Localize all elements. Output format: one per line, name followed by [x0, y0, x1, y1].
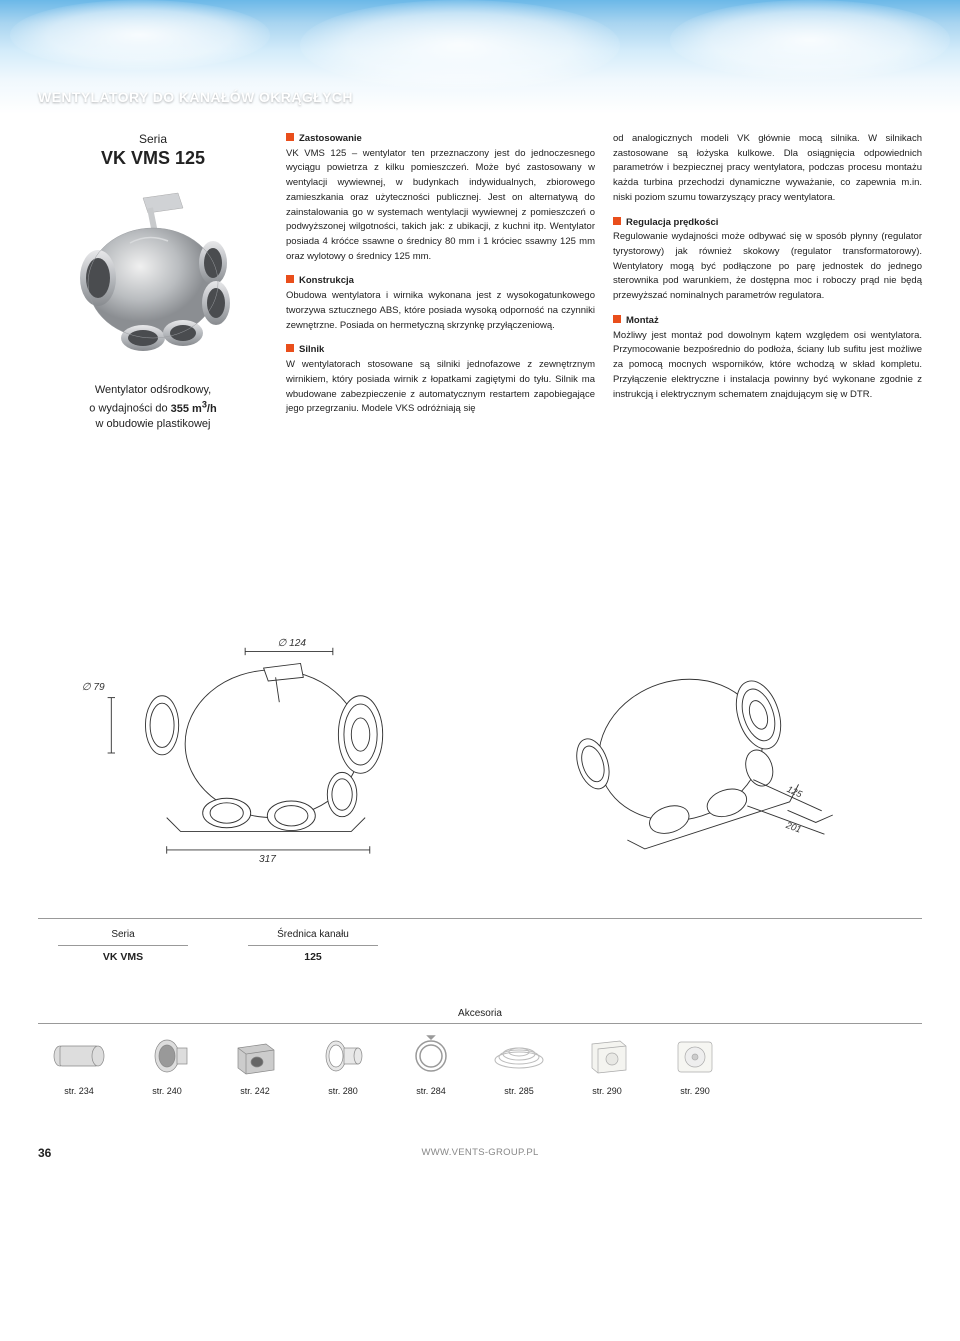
accessory-page: str. 242 — [224, 1086, 286, 1096]
page-footer: 36 WWW.VENTS-GROUP.PL — [0, 1146, 960, 1174]
section-head-silnik: Silnik — [286, 343, 595, 358]
square-bullet-icon — [286, 133, 294, 141]
diagrams-row: ∅ 124 ∅ 79 — [38, 633, 922, 873]
page-number: 36 — [38, 1146, 51, 1160]
section-body: Możliwy jest montaż pod dowolnym kątem w… — [613, 330, 922, 400]
table-header: Średnica kanału — [248, 929, 378, 946]
table-value: VK VMS — [58, 951, 188, 963]
square-bullet-icon — [286, 275, 294, 283]
page-banner: WENTYLATORY DO KANAŁÓW OKRĄGŁYCH — [0, 0, 960, 114]
technical-drawing-right: 125 201 — [500, 633, 902, 873]
table-col-series: Seria VK VMS — [58, 929, 188, 963]
dim-label: ∅ 124 — [277, 638, 306, 649]
accessory-thumb-controller — [576, 1034, 638, 1078]
accessory-page: str. 280 — [312, 1086, 374, 1096]
section-body: Regulowanie wydajności może odbywać się … — [613, 231, 922, 301]
divider — [38, 918, 922, 919]
accessory-item: str. 242 — [224, 1034, 286, 1096]
left-column: Seria VK VMS 125 — [38, 132, 268, 433]
table-value: 125 — [248, 951, 378, 963]
section-body-continued: od analogicznych modeli VK głównie mocą … — [613, 133, 922, 203]
cloud-decoration — [670, 0, 950, 80]
accessory-thumb-clamp — [400, 1034, 462, 1078]
table-header: Seria — [58, 929, 188, 946]
accessory-thumb-silencer — [48, 1034, 110, 1078]
series-title: VK VMS 125 — [38, 148, 268, 169]
dim-label: 201 — [784, 819, 803, 834]
footer-url: WWW.VENTS-GROUP.PL — [421, 1147, 538, 1158]
accessory-item: str. 234 — [48, 1034, 110, 1096]
spec-table: Seria VK VMS Średnica kanału 125 — [38, 929, 922, 963]
section-body: VK VMS 125 – wentylator ten przeznaczony… — [286, 148, 595, 262]
section-head-regulacja: Regulacja prędkości — [613, 216, 922, 231]
accessory-thumb-regulator — [664, 1034, 726, 1078]
product-photo — [48, 183, 258, 363]
accessory-thumb-damper — [312, 1034, 374, 1078]
accessory-thumb-spiral — [488, 1034, 550, 1078]
accessories-title: Akcesoria — [38, 1008, 922, 1024]
accessory-item: str. 285 — [488, 1034, 550, 1096]
section-body: Obudowa wentylatora i wirnika wykonana j… — [286, 290, 595, 330]
accessory-item: str. 280 — [312, 1034, 374, 1096]
dim-label: 125 — [785, 784, 804, 800]
accessory-item: str. 284 — [400, 1034, 462, 1096]
accessories-row: str. 234 str. 240 str. 242 str. 280 str.… — [38, 1034, 922, 1096]
dim-label: 317 — [259, 854, 276, 865]
accessory-item: str. 240 — [136, 1034, 198, 1096]
table-col-diameter: Średnica kanału 125 — [248, 929, 378, 963]
accessory-page: str. 290 — [576, 1086, 638, 1096]
section-head-konstrukcja: Konstrukcja — [286, 274, 595, 289]
accessory-thumb-connector — [136, 1034, 198, 1078]
subtitle-line: Wentylator odśrodkowy, — [38, 383, 268, 398]
subtitle-line: w obudowie plastikowej — [38, 417, 268, 432]
square-bullet-icon — [613, 217, 621, 225]
accessory-page: str. 285 — [488, 1086, 550, 1096]
section-head-montaz: Montaż — [613, 314, 922, 329]
technical-drawing-left: ∅ 124 ∅ 79 — [58, 633, 460, 873]
accessory-item: str. 290 — [576, 1034, 638, 1096]
section-head-zastosowanie: Zastosowanie — [286, 132, 595, 147]
right-column: od analogicznych modeli VK głównie mocą … — [613, 132, 922, 433]
dim-label: ∅ 79 — [82, 682, 105, 693]
subtitle: Wentylator odśrodkowy, o wydajności do 3… — [38, 383, 268, 433]
accessory-page: str. 240 — [136, 1086, 198, 1096]
section-body: W wentylatorach stosowane są silniki jed… — [286, 359, 595, 414]
cloud-decoration — [10, 0, 270, 70]
banner-title: WENTYLATORY DO KANAŁÓW OKRĄGŁYCH — [38, 87, 359, 106]
accessory-item: str. 290 — [664, 1034, 726, 1096]
subtitle-line: o wydajności do 355 m3/h — [38, 398, 268, 417]
accessory-page: str. 234 — [48, 1086, 110, 1096]
series-label: Seria — [38, 132, 268, 146]
cloud-decoration — [300, 0, 620, 90]
accessory-page: str. 284 — [400, 1086, 462, 1096]
square-bullet-icon — [613, 315, 621, 323]
accessory-thumb-box — [224, 1034, 286, 1078]
middle-column: Zastosowanie VK VMS 125 – wentylator ten… — [286, 132, 595, 433]
accessory-page: str. 290 — [664, 1086, 726, 1096]
square-bullet-icon — [286, 344, 294, 352]
